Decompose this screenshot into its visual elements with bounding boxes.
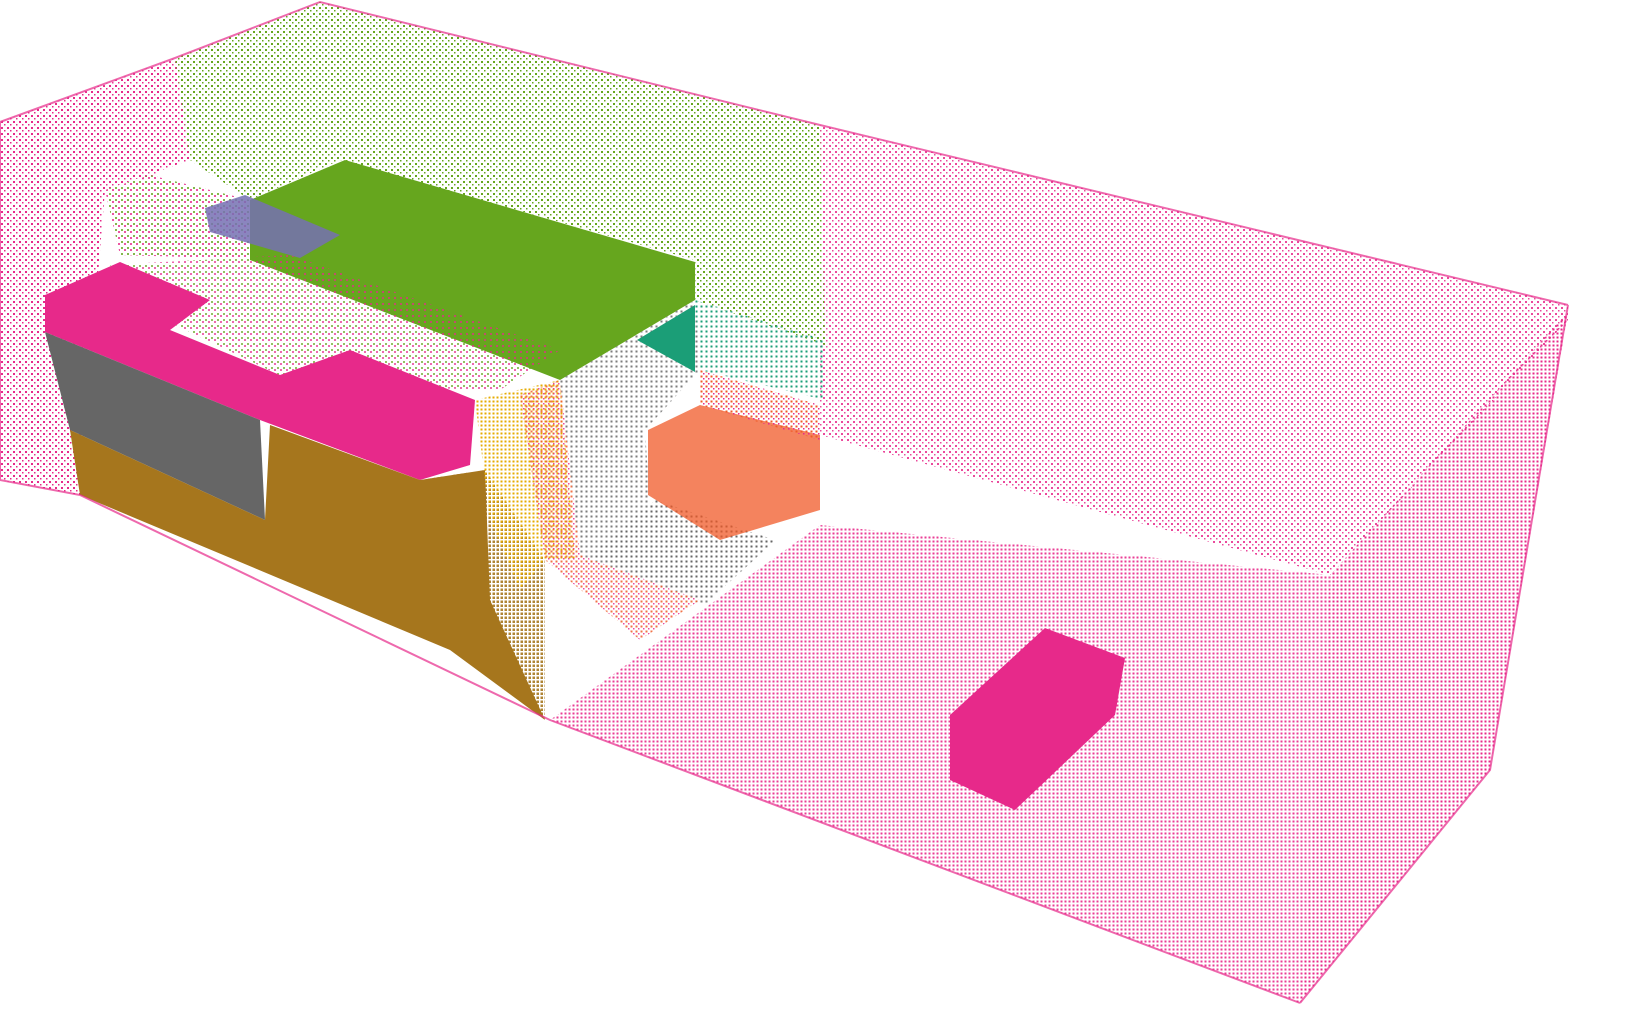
shell-floor [550, 525, 1330, 1003]
shell-edges [0, 0, 1569, 1004]
brown-solid [70, 425, 545, 720]
teal-points [695, 300, 825, 400]
shell-top-left [0, 58, 180, 180]
orange-segment [520, 370, 820, 640]
green-back-wall [175, 2, 825, 345]
purple-segment [205, 195, 340, 258]
shell-edge-right [1299, 304, 1569, 1004]
shell-right-wall [1300, 312, 1568, 1003]
pink-band-mesh [110, 255, 560, 390]
pink-object [950, 628, 1125, 810]
green-solid-block [250, 160, 695, 380]
orange-block-mesh [700, 370, 820, 440]
shell-edge-left [0, 122, 81, 496]
pink-band-segment [45, 255, 560, 480]
teal-solid [637, 305, 695, 372]
orange-block [648, 405, 820, 540]
pink-band-solid-left [45, 262, 475, 480]
shell-edge-bottom [79, 494, 1301, 1004]
orange-points [520, 380, 700, 640]
brown-segment [70, 425, 545, 720]
gray-segment [45, 332, 265, 520]
teal-segment [637, 300, 825, 400]
outer-room-shell [0, 58, 1568, 1003]
shell-edge-top [0, 0, 1569, 306]
shell-back-wall [820, 125, 1568, 575]
